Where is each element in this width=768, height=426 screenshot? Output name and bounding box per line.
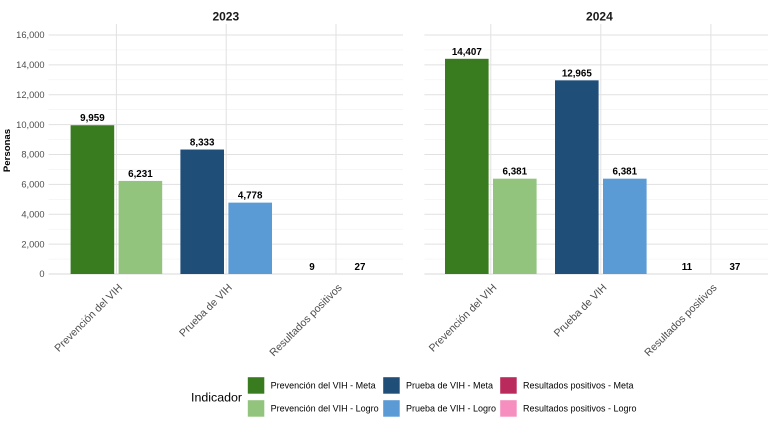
svg-text:14,407: 14,407	[452, 47, 483, 58]
svg-text:9,959: 9,959	[80, 113, 105, 124]
svg-text:4,000: 4,000	[21, 209, 44, 219]
svg-text:16,000: 16,000	[16, 30, 44, 40]
svg-text:37: 37	[729, 262, 740, 273]
svg-text:2023: 2023	[212, 10, 239, 24]
svg-text:Prevención del VIH - Logro: Prevención del VIH - Logro	[271, 404, 379, 414]
svg-text:Prevención del VIH - Meta: Prevención del VIH - Meta	[271, 381, 376, 391]
svg-text:27: 27	[355, 262, 366, 273]
svg-text:2024: 2024	[586, 10, 613, 24]
svg-text:6,000: 6,000	[21, 180, 44, 190]
svg-text:11: 11	[682, 262, 693, 273]
svg-text:Prueba de VIH - Meta: Prueba de VIH - Meta	[406, 381, 493, 391]
svg-text:6,381: 6,381	[613, 167, 638, 178]
svg-text:0: 0	[39, 269, 44, 279]
svg-text:8,333: 8,333	[190, 138, 215, 149]
svg-text:Prueba de VIH - Logro: Prueba de VIH - Logro	[406, 404, 496, 414]
svg-text:10,000: 10,000	[16, 120, 44, 130]
svg-text:12,965: 12,965	[562, 68, 593, 79]
svg-text:6,231: 6,231	[128, 169, 153, 180]
svg-text:Resultados positivos - Logro: Resultados positivos - Logro	[523, 404, 637, 414]
svg-text:8,000: 8,000	[21, 150, 44, 160]
svg-text:12,000: 12,000	[16, 90, 44, 100]
svg-text:2,000: 2,000	[21, 239, 44, 249]
svg-text:Indicador: Indicador	[191, 391, 242, 405]
svg-text:Resultados positivos - Meta: Resultados positivos - Meta	[523, 381, 634, 391]
svg-text:14,000: 14,000	[16, 60, 44, 70]
svg-text:Personas: Personas	[2, 129, 13, 172]
svg-text:6,381: 6,381	[503, 167, 528, 178]
svg-text:4,778: 4,778	[238, 191, 263, 202]
svg-text:9: 9	[309, 262, 315, 273]
